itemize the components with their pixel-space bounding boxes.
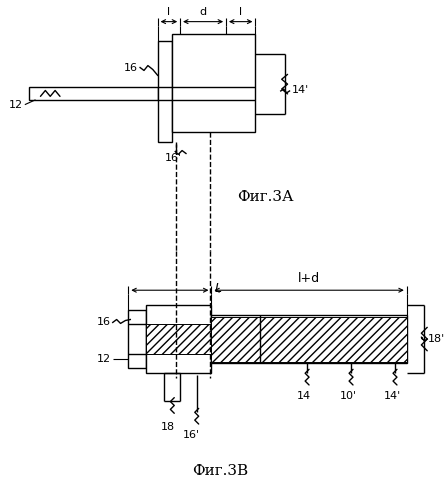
Bar: [146, 324, 211, 354]
Text: 14: 14: [297, 391, 311, 401]
Text: 16': 16': [183, 430, 200, 440]
Text: d: d: [199, 6, 207, 16]
Text: 12: 12: [9, 100, 23, 110]
Text: 14': 14': [383, 391, 401, 401]
Text: 16: 16: [124, 62, 138, 72]
Bar: [146, 305, 211, 373]
Text: 18: 18: [160, 422, 174, 432]
Text: 16: 16: [97, 318, 111, 328]
Text: l: l: [168, 6, 170, 16]
Text: L: L: [214, 282, 221, 295]
Bar: [211, 314, 407, 364]
Text: 14': 14': [292, 85, 309, 95]
Bar: [29, 87, 158, 100]
Text: l+d: l+d: [298, 272, 320, 285]
Text: 12: 12: [97, 354, 111, 364]
Bar: [211, 316, 407, 362]
Bar: [172, 34, 255, 132]
Bar: [158, 41, 172, 142]
Text: Фиг.3А: Фиг.3А: [237, 190, 293, 204]
Text: Фиг.3В: Фиг.3В: [192, 464, 248, 478]
Text: 18': 18': [428, 334, 445, 344]
Text: l: l: [239, 6, 242, 16]
Text: 10': 10': [340, 391, 357, 401]
Bar: [129, 310, 146, 368]
Text: 16': 16': [165, 154, 182, 164]
